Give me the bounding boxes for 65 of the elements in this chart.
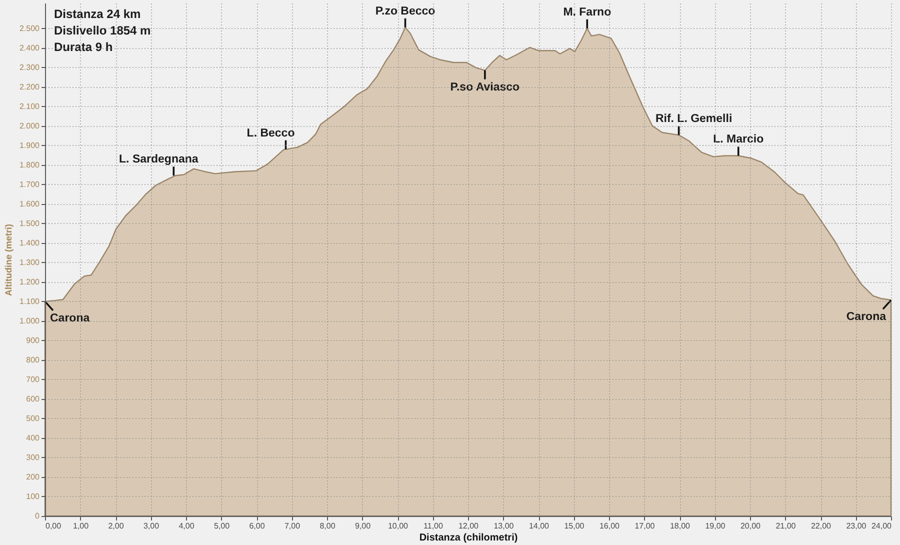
x-tick-label: 20,00 (740, 522, 762, 530)
x-tick-label: 4,00 (178, 522, 195, 530)
x-tick-label: 19,00 (705, 522, 726, 530)
x-tick-label: 14,00 (528, 522, 550, 530)
x-tick-label: 1,00 (72, 522, 90, 530)
y-tick-label: 1.500 (19, 218, 40, 228)
annotation: Rif. L. Gemelli (655, 113, 732, 126)
annotation: Carona (50, 312, 90, 324)
y-tick-label: 600 (26, 394, 40, 404)
x-tick-label: 18,00 (670, 522, 691, 530)
y-tick-label: 1.100 (19, 296, 40, 306)
x-tick-label: 15,00 (564, 522, 585, 530)
x-tick-label: 12,00 (458, 522, 480, 530)
y-tick-label: 400 (26, 433, 40, 442)
x-tick-label: 5,00 (214, 522, 230, 530)
x-tick-label: 9,00 (354, 522, 372, 530)
annotation: Distanza 24 km (54, 7, 141, 21)
annotation: M. Farno (563, 6, 612, 18)
annotation: P.zo Becco (375, 5, 436, 18)
x-tick-label: 2,00 (108, 522, 124, 530)
y-tick-label: 1.700 (19, 180, 40, 189)
x-tick-label: 11,00 (424, 522, 444, 530)
y-tick-label: 2.200 (19, 82, 40, 92)
annotation: Dislivello 1854 m (54, 24, 151, 38)
y-tick-label: 500 (26, 414, 40, 423)
annotation: L. Sardegnana (119, 154, 199, 166)
y-tick-label: 2.300 (19, 62, 40, 72)
x-tick-label: 24,00 (871, 522, 892, 530)
y-tick-label: 2.400 (19, 43, 40, 52)
x-tick-label: 13,00 (494, 522, 514, 530)
y-tick-label: 200 (26, 472, 40, 482)
y-tick-label: 2.100 (19, 102, 40, 111)
annotation: Carona (846, 311, 887, 324)
x-axis-title: Distanza (chilometri) (419, 532, 518, 544)
x-tick-label: 8,00 (320, 522, 336, 530)
x-tick-label: 17,00 (634, 522, 656, 530)
x-tick-label: 6,00 (249, 522, 266, 530)
y-tick-label: 300 (26, 452, 40, 462)
y-tick-label: 1.000 (19, 316, 40, 326)
y-tick-label: 1.200 (19, 277, 40, 286)
x-tick-label: 10,00 (388, 522, 409, 530)
y-tick-label: 700 (26, 374, 40, 384)
x-tick-label: 7,00 (284, 522, 301, 530)
x-tick-label: 23,00 (846, 522, 867, 530)
y-tick-label: 1.600 (19, 199, 40, 208)
annotation: P.so Aviasco (450, 81, 520, 94)
y-tick-label: 100 (26, 492, 40, 501)
x-tick-label: 0,00 (46, 522, 62, 530)
annotation: L. Becco (246, 127, 295, 140)
y-tick-label: 1.800 (19, 160, 40, 170)
y-tick-label: 2.000 (19, 121, 40, 130)
y-tick-label: 1.300 (19, 258, 40, 267)
y-tick-label: 900 (26, 336, 40, 345)
y-tick-label: 1.900 (19, 140, 40, 150)
y-tick-label: 800 (26, 355, 40, 364)
annotation: Durata 9 h (54, 40, 113, 54)
x-tick-label: 3,00 (143, 522, 160, 530)
y-axis-title: Altitudine (metri) (3, 224, 14, 296)
x-tick-label: 22,00 (810, 522, 832, 530)
x-tick-label: 16,00 (599, 522, 620, 530)
x-tick-label: 21,00 (776, 522, 796, 530)
y-tick-label: 0 (35, 512, 40, 520)
y-tick-label: 2.500 (19, 24, 40, 33)
y-tick-label: 1.400 (19, 238, 40, 248)
annotation: L. Marcio (713, 134, 764, 146)
